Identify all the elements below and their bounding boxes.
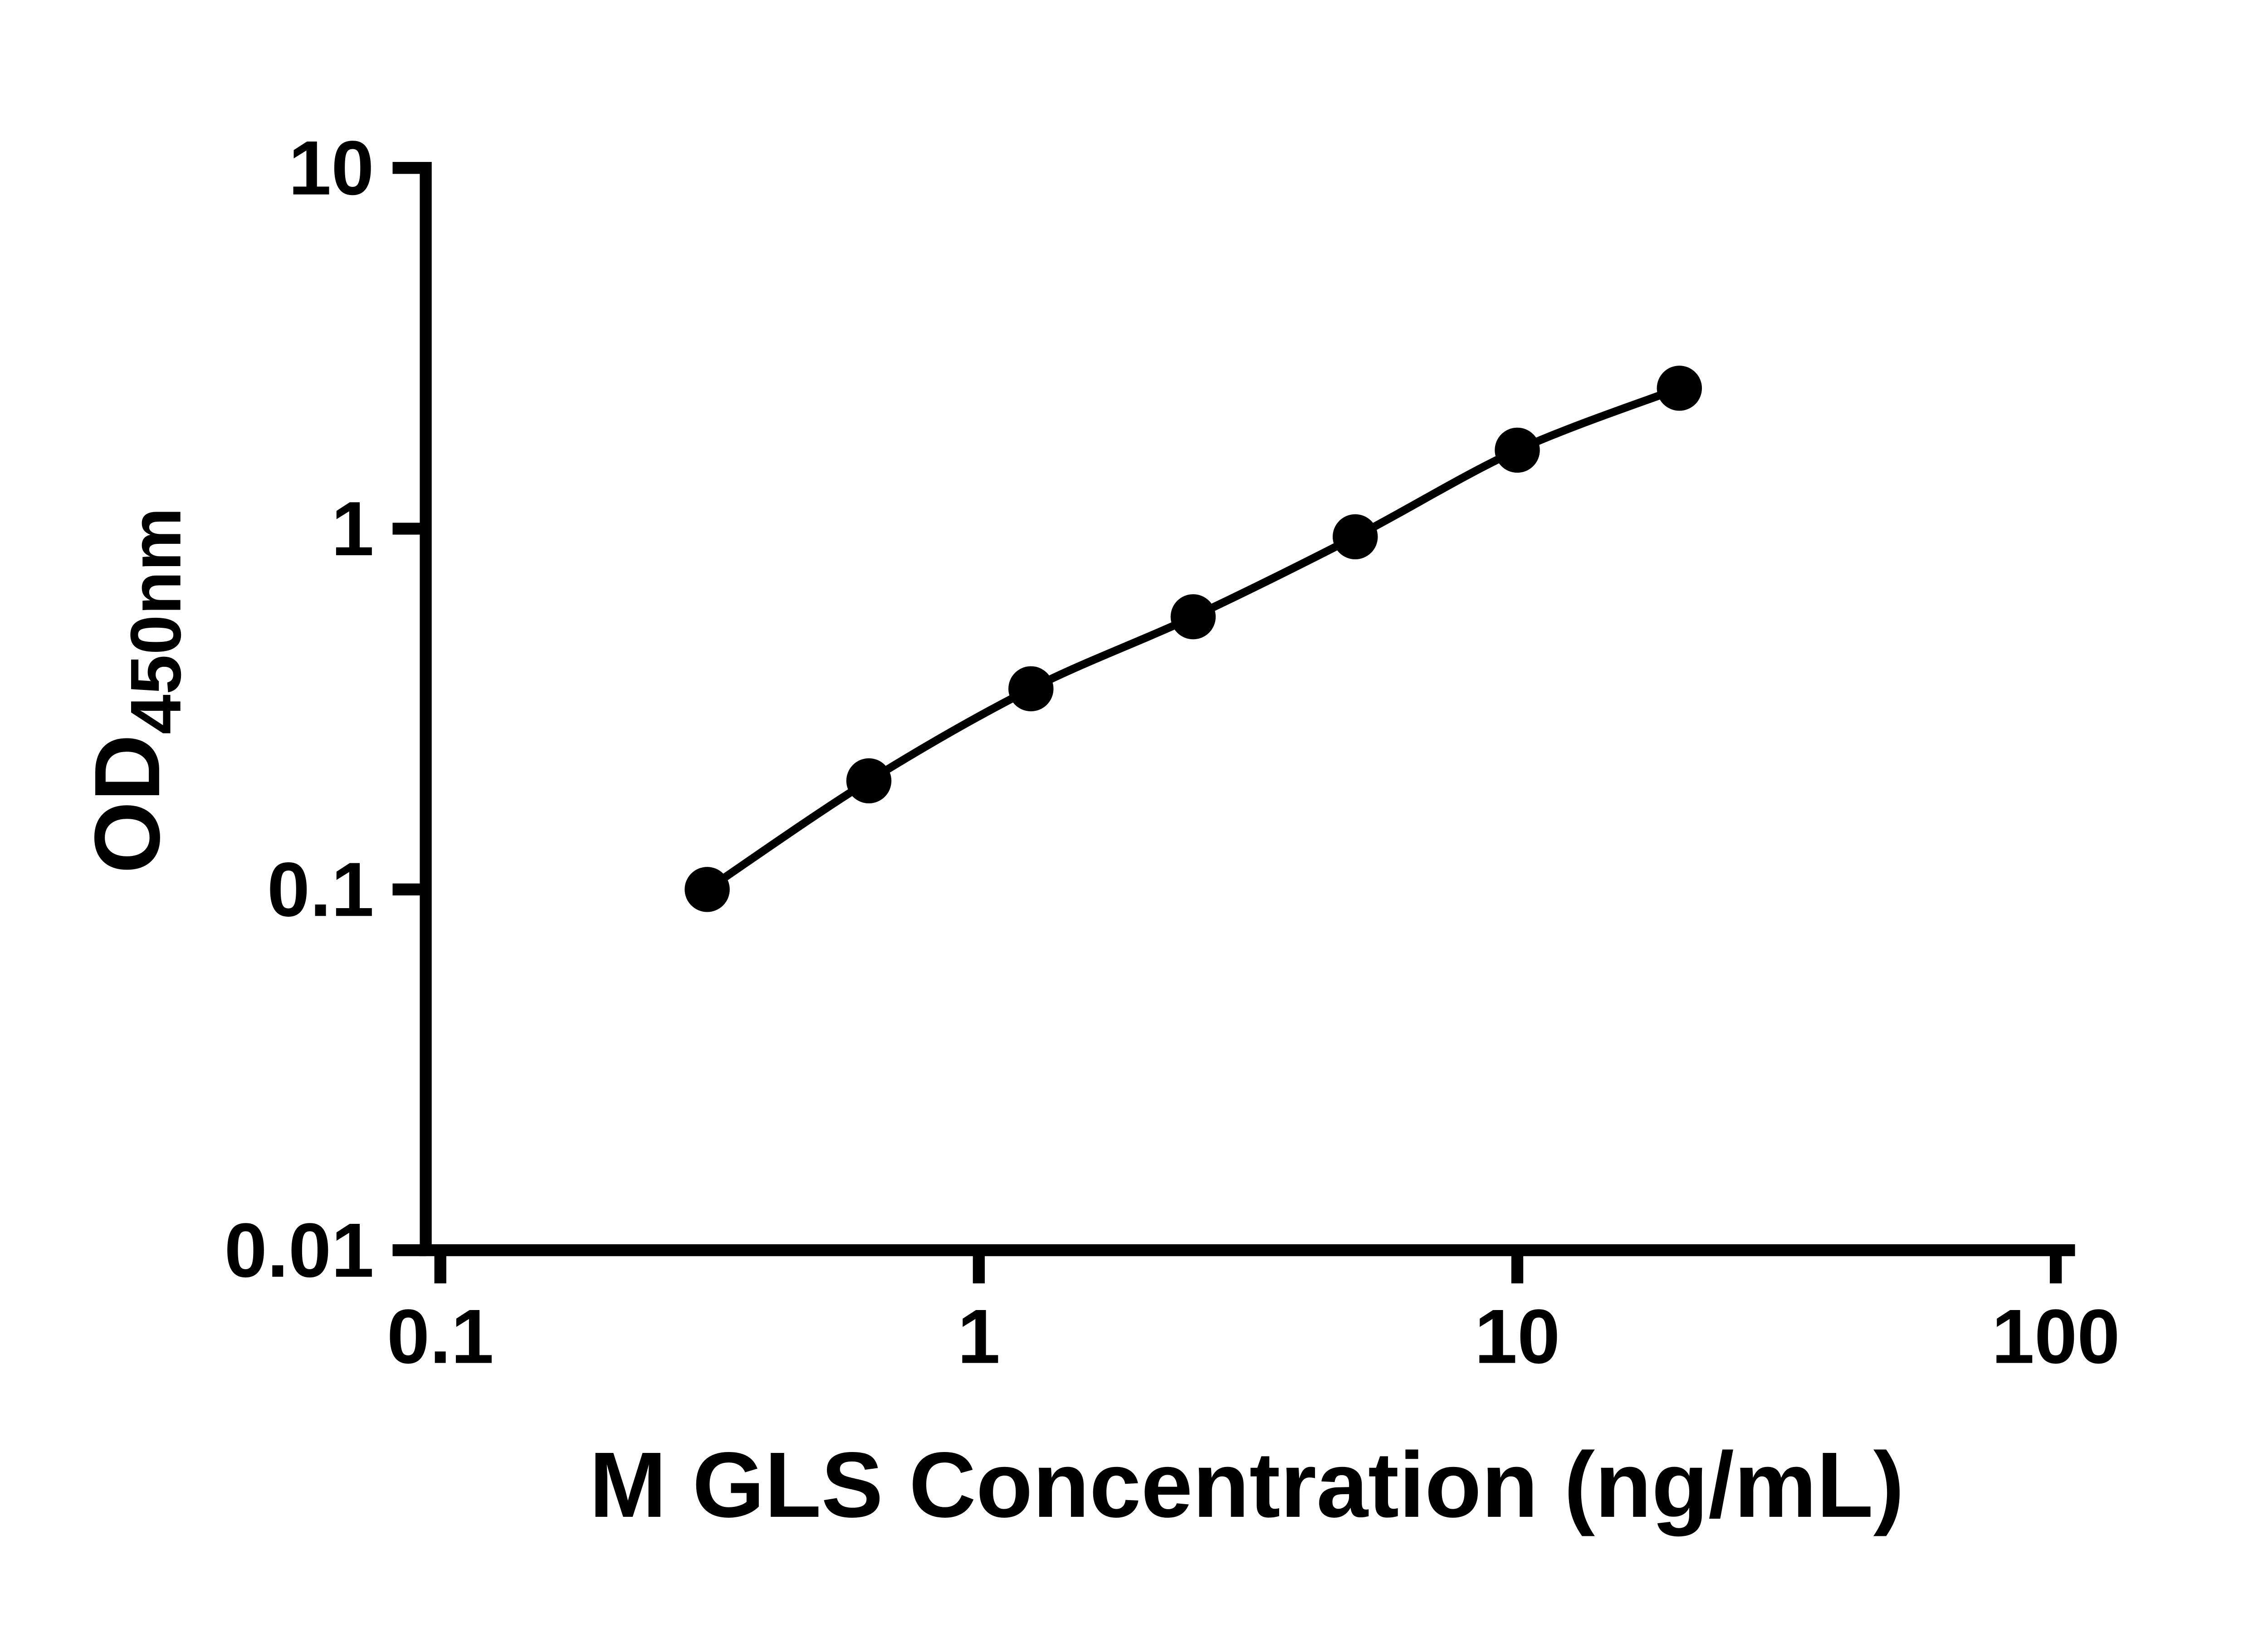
x-tick-label: 10 xyxy=(1475,1293,1560,1379)
data-point-marker xyxy=(1333,514,1378,560)
x-axis-title: M GLS Concentration (ng/mL) xyxy=(589,1433,1904,1537)
y-tick-label: 1 xyxy=(331,485,374,572)
data-point-marker xyxy=(1657,366,1702,411)
data-point-marker xyxy=(1495,427,1540,473)
y-tick-label: 10 xyxy=(288,125,374,211)
y-axis-title-main: OD xyxy=(76,734,179,874)
y-axis-title-sub: 450nm xyxy=(116,508,196,734)
y-axis-ticks: 10 1 0.1 0.01 xyxy=(224,125,426,1293)
data-point-marker xyxy=(1008,666,1054,712)
data-point-marker xyxy=(684,867,730,912)
x-tick-label: 0.1 xyxy=(387,1293,494,1379)
axes-lines xyxy=(420,162,2075,1257)
data-point-marker xyxy=(1170,594,1216,640)
y-axis-title: OD450nm xyxy=(76,508,196,874)
y-tick-label: 0.1 xyxy=(267,846,374,932)
data-point-marker xyxy=(846,758,892,804)
x-axis-ticks: 0.1 1 10 100 xyxy=(387,1250,2120,1379)
data-points xyxy=(684,366,1702,912)
x-tick-label: 100 xyxy=(1992,1293,2120,1379)
y-tick-label: 0.01 xyxy=(224,1207,374,1293)
x-tick-label: 1 xyxy=(958,1293,1000,1379)
